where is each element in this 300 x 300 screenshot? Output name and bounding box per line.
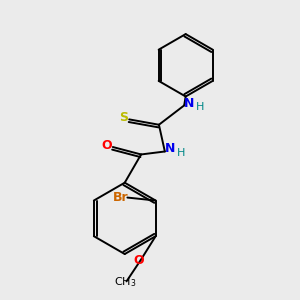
Text: O: O [102, 139, 112, 152]
Text: H: H [196, 102, 205, 112]
Text: N: N [184, 97, 195, 110]
Text: Br: Br [113, 191, 129, 204]
Text: O: O [133, 254, 144, 267]
Text: N: N [165, 142, 175, 155]
Text: CH$_3$: CH$_3$ [114, 275, 137, 289]
Text: S: S [119, 110, 128, 124]
Text: H: H [177, 148, 185, 158]
